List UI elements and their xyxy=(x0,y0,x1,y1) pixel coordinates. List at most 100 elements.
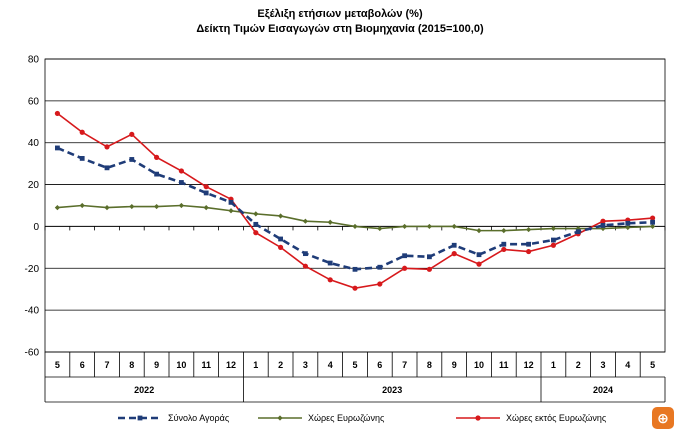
year-label: 2022 xyxy=(134,385,154,395)
x-tick-label: 12 xyxy=(524,360,534,370)
y-tick-label: 40 xyxy=(28,138,40,149)
x-tick-label: 4 xyxy=(625,360,630,370)
data-point xyxy=(327,219,333,225)
data-point xyxy=(327,260,333,266)
data-point xyxy=(526,248,532,255)
legend-marker xyxy=(277,415,283,421)
y-tick-label: -60 xyxy=(25,348,40,359)
x-tick-label: 10 xyxy=(176,360,186,370)
x-tick-label: 8 xyxy=(129,360,134,370)
data-point xyxy=(129,131,135,137)
data-point xyxy=(302,263,308,269)
data-point xyxy=(476,261,482,267)
x-tick-label: 5 xyxy=(55,360,60,370)
data-point xyxy=(228,199,234,205)
data-point xyxy=(377,225,383,232)
data-point xyxy=(451,223,457,230)
data-point xyxy=(154,203,160,210)
x-tick-label: 7 xyxy=(402,360,407,370)
chart-subtitle: Δείκτη Τιμών Εισαγωγών στη Βιομηχανία (2… xyxy=(196,23,484,35)
data-point xyxy=(426,223,432,230)
data-point xyxy=(253,230,259,236)
series-line xyxy=(56,112,653,289)
zoom-logo-icon: ⊕ xyxy=(652,407,674,429)
data-point xyxy=(104,144,110,150)
data-point xyxy=(476,252,482,258)
data-point xyxy=(55,145,60,151)
data-point xyxy=(501,241,507,247)
y-tick-label: 20 xyxy=(28,180,40,191)
legend-marker xyxy=(137,415,143,421)
data-point xyxy=(526,241,531,247)
data-point xyxy=(228,208,234,214)
data-point xyxy=(203,204,209,211)
x-tick-label: 3 xyxy=(303,360,308,370)
data-point xyxy=(501,228,507,234)
data-point xyxy=(178,202,184,209)
data-point xyxy=(625,224,631,231)
data-point xyxy=(104,204,110,211)
data-point xyxy=(178,168,184,174)
x-tick-label: 1 xyxy=(253,360,258,370)
data-point xyxy=(550,225,556,232)
year-label: 2024 xyxy=(593,385,613,395)
data-point xyxy=(302,218,308,224)
data-point xyxy=(377,264,383,270)
data-point xyxy=(54,204,60,211)
data-point xyxy=(129,157,135,162)
data-point xyxy=(402,223,408,230)
data-point xyxy=(426,266,432,272)
series-line xyxy=(56,146,653,271)
data-point xyxy=(79,129,85,135)
data-point xyxy=(278,236,283,242)
y-tick-label: 80 xyxy=(28,55,40,66)
data-point xyxy=(154,154,160,160)
legend-marker xyxy=(475,415,481,421)
data-point xyxy=(203,184,209,190)
x-tick-label: 2 xyxy=(576,360,581,370)
data-point xyxy=(352,285,358,291)
x-tick-label: 12 xyxy=(226,360,236,370)
data-point xyxy=(327,277,333,283)
data-point xyxy=(253,221,259,227)
legend-label: Χώρες εκτός Ευρωζώνης xyxy=(506,413,607,423)
plot-frame xyxy=(44,58,666,353)
y-tick-label: 60 xyxy=(28,96,40,107)
data-point xyxy=(650,219,655,225)
data-point xyxy=(54,110,61,117)
x-tick-label: 6 xyxy=(80,360,85,370)
data-point xyxy=(427,254,432,260)
legend-label: Σύνολο Αγοράς xyxy=(168,413,230,423)
data-point xyxy=(501,246,507,253)
data-point xyxy=(600,218,606,224)
data-point xyxy=(551,237,556,243)
x-tick-label: 6 xyxy=(377,360,382,370)
x-tick-label: 11 xyxy=(201,360,211,370)
x-tick-label: 7 xyxy=(104,360,109,370)
data-point xyxy=(154,171,159,177)
x-tick-label: 4 xyxy=(328,360,333,370)
data-point xyxy=(476,228,482,234)
x-tick-label: 10 xyxy=(474,360,484,370)
y-tick-label: 0 xyxy=(33,222,39,233)
x-tick-label: 5 xyxy=(352,360,357,370)
data-point xyxy=(550,242,557,248)
year-label: 2023 xyxy=(382,385,402,395)
data-point xyxy=(451,251,457,257)
x-tick-label: 8 xyxy=(427,360,432,370)
data-point xyxy=(625,220,631,226)
data-point xyxy=(79,156,85,161)
y-tick-label: -20 xyxy=(25,264,40,275)
y-tick-label: -40 xyxy=(25,306,40,317)
data-point xyxy=(650,215,656,221)
data-point xyxy=(402,265,408,271)
data-point xyxy=(303,251,308,257)
data-point xyxy=(129,203,135,210)
data-point xyxy=(526,226,532,233)
data-point xyxy=(402,253,407,259)
data-point xyxy=(451,242,457,248)
data-point xyxy=(352,266,358,272)
data-point xyxy=(203,190,209,196)
data-point xyxy=(352,223,358,230)
